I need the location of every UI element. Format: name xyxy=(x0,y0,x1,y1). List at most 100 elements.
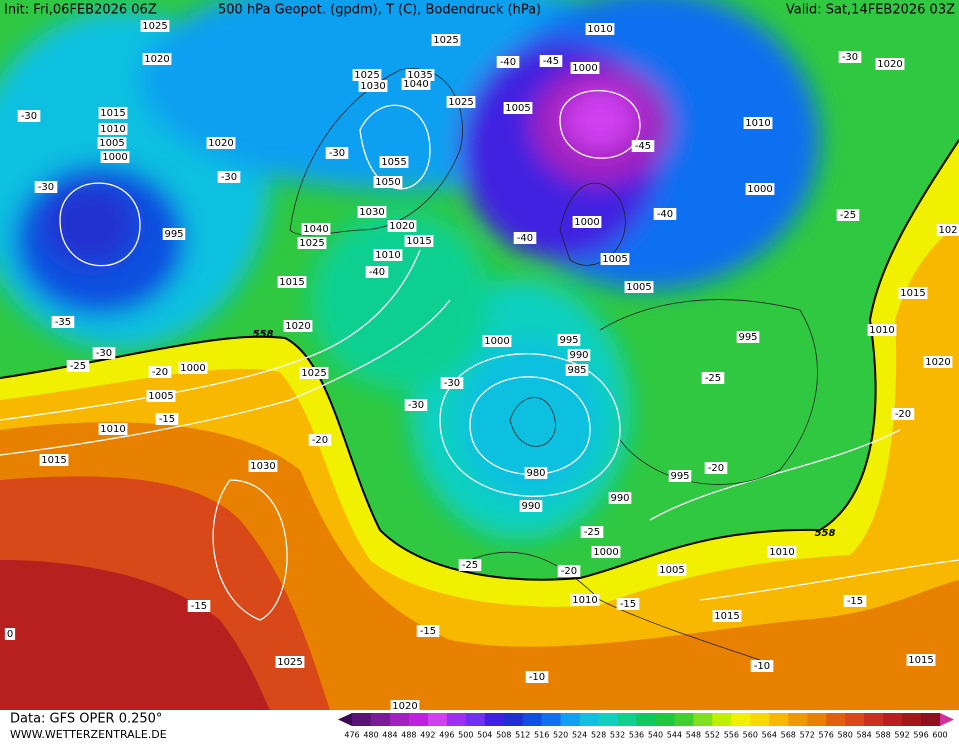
label-box xyxy=(736,331,760,343)
pressure-label: 1000 xyxy=(593,547,618,558)
temperature-label: -30 xyxy=(408,400,424,411)
temperature-label: -15 xyxy=(620,599,636,610)
colorbar-swatch xyxy=(427,713,448,726)
colorbar-tick-label: 532 xyxy=(610,731,625,740)
label-box xyxy=(98,423,128,435)
temperature-label: -40 xyxy=(500,57,516,68)
pressure-label: 995 xyxy=(738,332,757,343)
label-box xyxy=(440,377,464,389)
label-box xyxy=(206,137,236,149)
label-box xyxy=(66,360,90,372)
pressure-label: 1005 xyxy=(505,103,530,114)
temperature-label: -45 xyxy=(635,141,651,152)
label-box xyxy=(34,181,58,193)
colorbar-tick-label: 508 xyxy=(496,731,511,740)
colorbar-tick-label: 488 xyxy=(401,731,416,740)
pressure-label: 1020 xyxy=(389,221,414,232)
label-box xyxy=(653,208,677,220)
map-title: 500 hPa Geopot. (gpdm), T (C), Bodendruc… xyxy=(218,3,541,18)
label-box xyxy=(458,559,482,571)
label-box xyxy=(39,454,69,466)
label-box xyxy=(283,320,313,332)
colorbar-tick-label: 576 xyxy=(819,731,834,740)
pressure-label: 1025 xyxy=(299,238,324,249)
colorbar-tick-label: 556 xyxy=(724,731,739,740)
pressure-label: 1035 xyxy=(407,70,432,81)
temperature-label: -30 xyxy=(221,172,237,183)
label-box xyxy=(365,266,389,278)
colorbar-swatch xyxy=(769,713,789,726)
colorbar-swatch xyxy=(807,713,827,726)
label-box xyxy=(277,276,307,288)
label-box xyxy=(750,660,774,672)
pressure-label: 1050 xyxy=(375,177,400,188)
pressure-label: 1025 xyxy=(142,21,167,32)
colorbar-tick-label: 480 xyxy=(363,731,378,740)
label-box xyxy=(591,546,621,558)
pressure-label: 1030 xyxy=(360,81,385,92)
temperature-label: -20 xyxy=(708,463,724,474)
colorbar: 476 480 484 488 492 496 500 504 508 512 516 520 524 5… xyxy=(338,713,954,740)
colorbar-swatch xyxy=(864,713,884,726)
colorbar-swatch xyxy=(826,713,846,726)
contour-label: 558 xyxy=(815,528,836,539)
colorbar-tick-label: 520 xyxy=(553,731,568,740)
label-box xyxy=(416,625,440,637)
colorbar-swatch xyxy=(446,713,467,726)
colorbar-tick-label: 484 xyxy=(382,731,397,740)
temperature-label: -15 xyxy=(159,414,175,425)
label-box xyxy=(936,224,959,236)
colorbar-arrow xyxy=(338,713,352,726)
temperature-label: -40 xyxy=(369,267,385,278)
pressure-label: 1000 xyxy=(180,363,205,374)
temperature-label: 0 xyxy=(7,629,13,640)
label-box xyxy=(503,102,533,114)
label-box xyxy=(539,55,563,67)
label-box xyxy=(585,23,615,35)
pressure-label: 1015 xyxy=(406,236,431,247)
pressure-label: 1040 xyxy=(303,224,328,235)
label-box xyxy=(712,610,742,622)
colorbar-swatch xyxy=(560,713,581,726)
colorbar-swatch xyxy=(408,713,429,726)
isobars xyxy=(0,90,959,621)
label-box xyxy=(836,209,860,221)
temperature-label: -40 xyxy=(657,209,673,220)
label-box xyxy=(142,53,172,65)
label-box xyxy=(482,335,512,347)
pressure-label: 1015 xyxy=(100,108,125,119)
label-box xyxy=(352,69,382,81)
colorbar-swatch xyxy=(352,713,372,726)
label-box xyxy=(668,470,692,482)
label-box xyxy=(248,460,278,472)
label-box xyxy=(923,356,953,368)
pressure-label: 1010 xyxy=(375,250,400,261)
colorbar-tick-label: 516 xyxy=(534,731,549,740)
colorbar-tick-label: 596 xyxy=(913,731,928,740)
colorbar-tick-label: 600 xyxy=(932,731,947,740)
pressure-label: 1010 xyxy=(100,124,125,135)
label-box xyxy=(701,372,725,384)
colorbar-swatch xyxy=(921,713,941,726)
colorbar-swatch xyxy=(902,713,922,726)
label-box xyxy=(299,367,329,379)
label-box xyxy=(404,235,434,247)
pressure-label: 1010 xyxy=(572,595,597,606)
colorbar-swatch xyxy=(845,713,865,726)
label-box xyxy=(557,334,581,346)
valid-time: Valid: Sat,14FEB2026 03Z xyxy=(786,3,955,18)
label-box xyxy=(379,156,409,168)
label-box xyxy=(567,349,591,361)
colorbar-tick-label: 580 xyxy=(838,731,853,740)
label-box xyxy=(162,228,186,240)
label-box xyxy=(524,467,548,479)
temperature-label: -25 xyxy=(70,361,86,372)
colorbar-tick-label: 476 xyxy=(344,731,359,740)
colorbar-swatch xyxy=(389,713,410,726)
label-box xyxy=(743,117,773,129)
colorbar-swatch xyxy=(693,713,713,726)
colorbar-swatch xyxy=(731,713,751,726)
colorbar-swatch xyxy=(712,713,732,726)
